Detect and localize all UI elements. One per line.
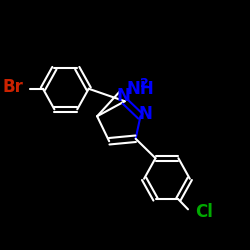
Text: Cl: Cl [195, 203, 213, 221]
Text: NH: NH [126, 80, 154, 98]
Text: Br: Br [3, 78, 24, 96]
Text: N: N [138, 105, 152, 123]
Text: N: N [117, 87, 130, 105]
Text: 2: 2 [140, 77, 149, 90]
